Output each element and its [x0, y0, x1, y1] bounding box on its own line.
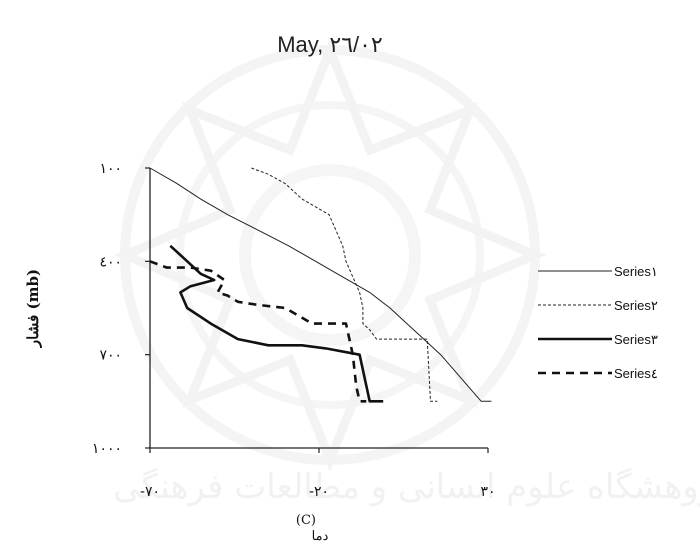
series-2-line — [251, 167, 438, 402]
x-tick-label: -٧٠ — [140, 484, 160, 500]
y-axis-label: فشار (mb) — [24, 269, 42, 348]
x-tick-label: -٢٠ — [309, 484, 329, 500]
x-tick-label: ٣٠ — [480, 484, 495, 500]
x-axis-label: دما — [312, 529, 329, 544]
legend-label-series-3: Series٣ — [614, 332, 658, 347]
x-axis-unit: (C) — [296, 513, 316, 528]
series-1-line — [149, 167, 492, 402]
legend-label-series-1: Series١ — [614, 264, 658, 279]
y-tick-label: ١٠٠ — [99, 161, 122, 177]
legend: Series١ Series٢ Series٣ Series٤ — [538, 264, 658, 381]
watermark-logo: پژوهشگاه علوم انسانی و مطالعات فرهنگی — [113, 37, 700, 507]
y-tick-label: ٧٠٠ — [99, 348, 122, 364]
y-tick-label: ١٠٠٠ — [92, 441, 122, 457]
series-group — [149, 167, 492, 403]
series-4-line — [149, 260, 367, 403]
y-tick-label: ٤٠٠ — [99, 254, 122, 270]
legend-label-series-2: Series٢ — [614, 298, 658, 313]
series-3-line — [169, 244, 384, 403]
legend-label-series-4: Series٤ — [614, 366, 658, 381]
chart-title: May, ٢٦/٠٢ — [277, 32, 383, 57]
watermark-text: پژوهشگاه علوم انسانی و مطالعات فرهنگی — [113, 467, 700, 507]
